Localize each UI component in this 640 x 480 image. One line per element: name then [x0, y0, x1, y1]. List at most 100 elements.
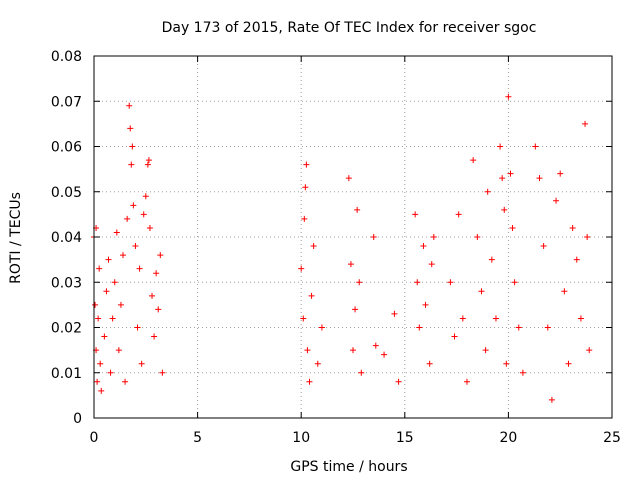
data-point — [391, 310, 398, 317]
data-point — [92, 301, 99, 308]
data-point — [347, 261, 354, 268]
data-point — [302, 184, 309, 191]
data-point — [96, 265, 103, 272]
data-point — [356, 279, 363, 286]
data-point — [532, 143, 539, 150]
y-tick-label: 0 — [73, 411, 82, 427]
data-point — [126, 102, 133, 109]
data-point — [505, 93, 512, 100]
y-tick-label: 0.05 — [51, 185, 82, 201]
data-point — [308, 292, 315, 299]
data-point — [122, 378, 129, 385]
data-point — [314, 360, 321, 367]
y-tick-label: 0.03 — [51, 275, 82, 291]
data-point — [540, 243, 547, 250]
data-point — [132, 243, 139, 250]
y-axis-title: ROTI / TECUs — [8, 192, 24, 284]
x-tick-label: 15 — [396, 430, 414, 446]
data-point — [306, 378, 313, 385]
chart-title: Day 173 of 2015, Rate Of TEC Index for r… — [162, 20, 537, 36]
data-point — [117, 301, 124, 308]
data-point — [536, 175, 543, 182]
data-point — [350, 347, 356, 354]
data-point — [151, 333, 158, 340]
data-point — [95, 315, 102, 322]
y-tick-label: 0.01 — [51, 366, 82, 382]
data-point — [584, 234, 591, 240]
data-point — [352, 306, 359, 313]
data-point — [142, 193, 149, 200]
data-point — [358, 369, 365, 376]
y-tick-label: 0.08 — [51, 49, 82, 65]
data-point — [101, 333, 108, 340]
data-point — [412, 211, 419, 218]
data-point — [569, 224, 576, 231]
data-point — [430, 234, 437, 240]
y-tick-label: 0.07 — [51, 94, 82, 110]
data-point — [304, 347, 311, 354]
data-point — [497, 143, 504, 150]
data-point — [109, 315, 116, 322]
y-tick-label: 0.06 — [51, 140, 82, 156]
x-axis-title: GPS time / hours — [290, 459, 407, 475]
y-tick-label: 0.04 — [51, 230, 82, 246]
data-point — [501, 206, 508, 213]
x-tick-label: 5 — [193, 430, 202, 446]
data-point — [145, 157, 152, 164]
data-point — [455, 211, 462, 218]
data-point — [128, 161, 135, 168]
data-point — [557, 170, 564, 177]
x-tick-label: 25 — [603, 430, 621, 446]
data-point — [103, 288, 110, 295]
data-point — [318, 324, 325, 331]
data-points — [91, 93, 593, 403]
data-point — [345, 175, 352, 182]
data-point — [447, 279, 454, 286]
data-point — [159, 369, 166, 376]
data-point — [544, 324, 551, 331]
data-point — [111, 279, 118, 286]
data-point — [507, 170, 514, 177]
data-point — [482, 347, 489, 354]
data-point — [149, 292, 156, 299]
data-point — [509, 224, 516, 231]
y-axis-ticks: 0 0.01 0.02 0.03 0.04 0.05 0.06 0.07 0.08 — [51, 49, 612, 427]
data-point — [548, 396, 555, 403]
data-point — [511, 279, 518, 286]
data-point — [157, 252, 164, 259]
data-point — [140, 211, 147, 218]
data-point — [414, 279, 421, 286]
data-point — [503, 360, 510, 367]
data-point — [459, 315, 466, 322]
data-point — [113, 229, 120, 236]
data-point — [519, 369, 526, 376]
data-point — [144, 161, 151, 168]
x-tick-label: 10 — [292, 430, 310, 446]
data-point — [303, 161, 310, 168]
data-point — [492, 315, 499, 322]
data-point — [426, 360, 433, 367]
data-point — [134, 324, 141, 331]
data-point — [354, 206, 361, 213]
data-point — [553, 197, 560, 204]
data-point — [107, 369, 114, 376]
data-point — [561, 288, 568, 295]
data-point — [484, 188, 491, 195]
data-point — [300, 315, 307, 322]
data-point — [420, 243, 427, 250]
data-point — [451, 333, 458, 340]
data-point — [129, 143, 136, 150]
data-point — [573, 256, 580, 263]
data-point — [310, 243, 317, 250]
data-point — [124, 215, 131, 222]
data-point — [577, 315, 584, 322]
data-point — [97, 360, 104, 367]
data-point — [586, 347, 593, 354]
data-point — [463, 378, 470, 385]
data-point — [470, 157, 477, 164]
data-point — [120, 252, 127, 259]
data-point — [372, 342, 379, 349]
data-point — [478, 288, 485, 295]
data-point — [381, 351, 388, 358]
